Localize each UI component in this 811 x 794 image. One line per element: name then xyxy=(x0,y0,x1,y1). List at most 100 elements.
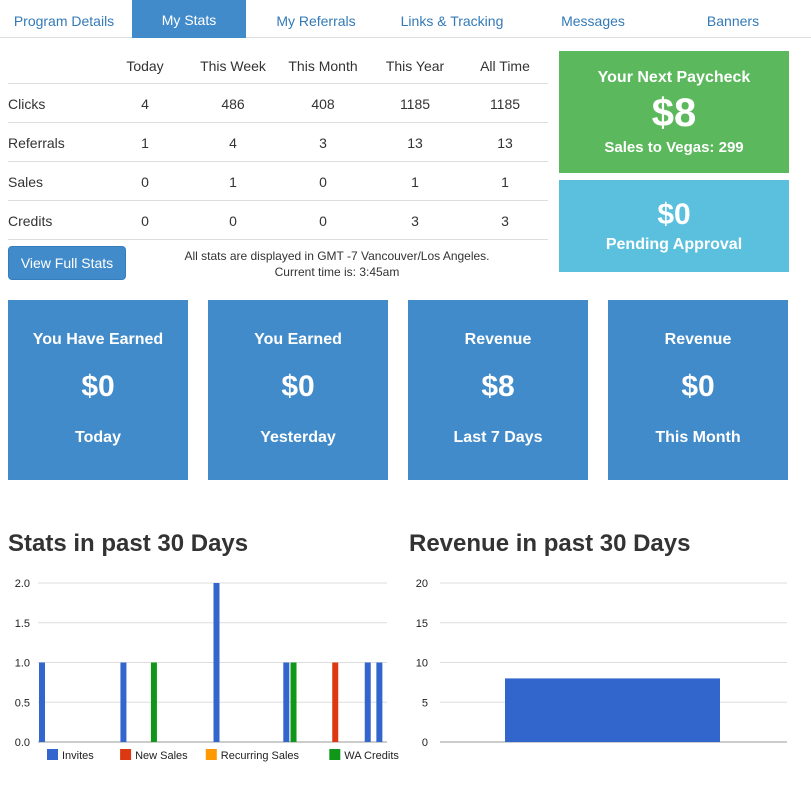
legend-swatch xyxy=(329,749,341,760)
bar-new-sales xyxy=(332,662,339,742)
card-value: $8 xyxy=(481,370,515,403)
card-title: Revenue xyxy=(464,331,532,348)
table-cell: 3 xyxy=(319,135,327,151)
next-paycheck-panel: Your Next Paycheck $8 Sales to Vegas: 29… xyxy=(559,51,789,173)
earned-yesterday-card: You Earned $0 Yesterday xyxy=(208,300,388,480)
revenue-month-card: Revenue $0 This Month xyxy=(608,300,788,480)
table-cell: 13 xyxy=(497,135,513,151)
table-cell: 4 xyxy=(141,96,149,112)
column-header: All Time xyxy=(480,58,530,74)
view-full-stats-button[interactable]: View Full Stats xyxy=(8,246,126,280)
tab-my-stats[interactable]: My Stats xyxy=(132,0,246,38)
table-row: Clicks 4 486 408 1185 1185 xyxy=(8,84,548,123)
card-period: This Month xyxy=(655,429,741,446)
card-title: Revenue xyxy=(664,331,732,348)
y-tick-label: 5 xyxy=(422,697,428,709)
card-period: Yesterday xyxy=(260,429,336,446)
table-cell: 3 xyxy=(501,213,509,229)
y-tick-label: 1.0 xyxy=(15,658,30,670)
bar-revenue xyxy=(505,678,720,742)
table-cell: 1185 xyxy=(399,96,431,112)
bar-invites xyxy=(364,662,371,742)
paycheck-amount: $8 xyxy=(651,91,697,135)
stats-table: Today This Week This Month This Year All… xyxy=(8,46,548,240)
table-cell: 0 xyxy=(319,213,327,229)
legend-swatch xyxy=(205,749,217,760)
timezone-note-line: All stats are displayed in GMT -7 Vancou… xyxy=(184,249,490,263)
bar-wa-credits xyxy=(290,662,297,742)
pending-approval-panel: $0 Pending Approval xyxy=(559,180,789,272)
y-tick-label: 10 xyxy=(416,658,428,670)
table-cell: 3 xyxy=(411,213,419,229)
table-cell: 1 xyxy=(141,135,149,151)
revenue-chart-title: Revenue in past 30 Days xyxy=(409,530,691,557)
column-header: This Month xyxy=(288,58,358,74)
legend-label: Recurring Sales xyxy=(221,750,300,762)
timezone-note: All stats are displayed in GMT -7 Vancou… xyxy=(160,248,514,280)
table-cell: 4 xyxy=(229,135,237,151)
column-header: This Week xyxy=(200,58,266,74)
table-cell: 1 xyxy=(229,174,237,190)
card-title: You Have Earned xyxy=(32,331,164,348)
card-title: You Earned xyxy=(254,331,342,348)
revenue-7-days-card: Revenue $8 Last 7 Days xyxy=(408,300,588,480)
tab-my-referrals[interactable]: My Referrals xyxy=(276,13,356,29)
tab-program-details[interactable]: Program Details xyxy=(13,13,115,29)
card-period: Last 7 Days xyxy=(453,429,543,446)
table-cell: 1 xyxy=(411,174,419,190)
bar-invites xyxy=(376,662,383,742)
current-time-line: Current time is: 3:45am xyxy=(274,265,400,279)
table-row: Sales 0 1 0 1 1 xyxy=(8,162,548,201)
paycheck-title: Your Next Paycheck xyxy=(597,69,751,86)
nav-tabs: Program Details My Stats My Referrals Li… xyxy=(0,0,811,38)
bar-invites xyxy=(120,662,127,742)
column-header: Today xyxy=(126,58,164,74)
table-cell: 13 xyxy=(407,135,423,151)
card-value: $0 xyxy=(81,370,115,403)
column-header: This Year xyxy=(385,58,445,74)
y-tick-label: 1.5 xyxy=(15,618,30,630)
charts-area: 0.0 0.5 1.0 1.5 2.0 Invites New Sales Recurring… xyxy=(15,578,787,762)
table-cell: 1185 xyxy=(489,96,521,112)
table-cell: 1 xyxy=(501,174,509,190)
row-label: Referrals xyxy=(8,135,65,151)
tab-messages[interactable]: Messages xyxy=(561,13,625,29)
earned-today-card: You Have Earned $0 Today xyxy=(8,300,188,480)
tab-banners[interactable]: Banners xyxy=(706,13,760,29)
y-tick-label: 0 xyxy=(422,737,428,749)
bar-wa-credits xyxy=(150,662,157,742)
bar-invites xyxy=(283,662,290,742)
row-label: Sales xyxy=(8,174,44,190)
legend-label: New Sales xyxy=(135,750,188,762)
legend-swatch xyxy=(47,749,58,760)
table-cell: 0 xyxy=(319,174,327,190)
bar-invites xyxy=(39,662,45,742)
pending-label: Pending Approval xyxy=(605,236,743,253)
card-period: Today xyxy=(75,429,121,446)
bar-invites xyxy=(213,583,220,742)
y-tick-label: 0.0 xyxy=(15,737,30,749)
legend-label: Invites xyxy=(62,750,94,762)
table-cell: 0 xyxy=(141,174,149,190)
y-tick-label: 15 xyxy=(416,618,428,630)
table-cell: 0 xyxy=(141,213,149,229)
table-cell: 408 xyxy=(311,96,335,112)
row-label: Clicks xyxy=(8,96,46,112)
legend-swatch xyxy=(120,749,132,760)
table-cell: 486 xyxy=(221,96,245,112)
table-row: Credits 0 0 0 3 3 xyxy=(8,201,548,240)
tab-links-tracking[interactable]: Links & Tracking xyxy=(400,13,504,29)
table-header-row: Today This Week This Month This Year All… xyxy=(8,46,548,84)
legend-label: WA Credits xyxy=(344,750,399,762)
stats-chart-title: Stats in past 30 Days xyxy=(8,530,249,557)
table-row: Referrals 1 4 3 13 13 xyxy=(8,123,548,162)
row-label: Credits xyxy=(8,213,53,229)
paycheck-subtitle: Sales to Vegas: 299 xyxy=(604,139,744,156)
card-value: $0 xyxy=(681,370,715,403)
y-tick-label: 0.5 xyxy=(15,697,30,709)
table-cell: 0 xyxy=(229,213,237,229)
card-value: $0 xyxy=(281,370,315,403)
y-tick-label: 20 xyxy=(416,578,428,590)
pending-amount: $0 xyxy=(657,198,691,231)
y-tick-label: 2.0 xyxy=(15,578,30,590)
